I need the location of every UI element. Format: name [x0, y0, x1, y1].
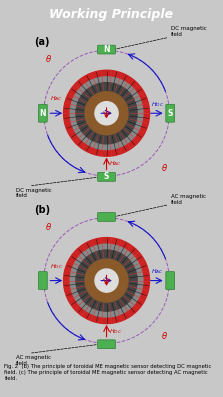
FancyBboxPatch shape	[39, 104, 47, 122]
Text: $\theta$: $\theta$	[45, 220, 52, 231]
Text: $\theta$: $\theta$	[161, 330, 168, 341]
FancyBboxPatch shape	[98, 212, 116, 221]
Text: S: S	[167, 109, 173, 118]
Circle shape	[95, 102, 118, 125]
Text: (a): (a)	[34, 37, 49, 47]
Text: AC magnetic
field: AC magnetic field	[171, 194, 206, 204]
Circle shape	[70, 244, 143, 317]
Text: $H_{DC}$: $H_{DC}$	[50, 262, 63, 271]
Text: Fig. 2  (b) The principle of toroidal ME magnetic sensor detecting DC magnetic f: Fig. 2 (b) The principle of toroidal ME …	[4, 364, 212, 381]
FancyBboxPatch shape	[166, 104, 175, 122]
FancyBboxPatch shape	[166, 272, 175, 289]
Circle shape	[76, 83, 137, 144]
Text: DC magnetic
field: DC magnetic field	[16, 188, 51, 198]
Circle shape	[76, 250, 137, 311]
FancyBboxPatch shape	[39, 272, 47, 289]
Text: (b): (b)	[34, 204, 50, 214]
FancyBboxPatch shape	[98, 173, 116, 181]
Text: $\theta$: $\theta$	[45, 53, 52, 64]
Circle shape	[95, 269, 118, 292]
Text: DC magnetic
field: DC magnetic field	[171, 26, 207, 37]
Circle shape	[85, 259, 128, 302]
Text: N: N	[103, 45, 110, 54]
Circle shape	[64, 70, 150, 156]
FancyBboxPatch shape	[98, 45, 116, 54]
Text: $H_{AC}$: $H_{AC}$	[50, 94, 63, 103]
Text: $H_{AC}$: $H_{AC}$	[109, 160, 122, 168]
Text: $H_{AC}$: $H_{AC}$	[151, 268, 164, 276]
Text: N: N	[40, 109, 46, 118]
Text: $H_{DC}$: $H_{DC}$	[151, 100, 164, 109]
Circle shape	[85, 92, 128, 135]
Circle shape	[64, 237, 150, 324]
FancyBboxPatch shape	[98, 340, 116, 349]
Text: $H_{DC}$: $H_{DC}$	[109, 327, 122, 336]
Circle shape	[70, 77, 143, 150]
Text: $\theta$: $\theta$	[161, 162, 168, 173]
Text: AC magnetic
field: AC magnetic field	[16, 355, 51, 366]
Text: Working Principle: Working Principle	[50, 8, 173, 21]
Text: S: S	[104, 172, 109, 181]
